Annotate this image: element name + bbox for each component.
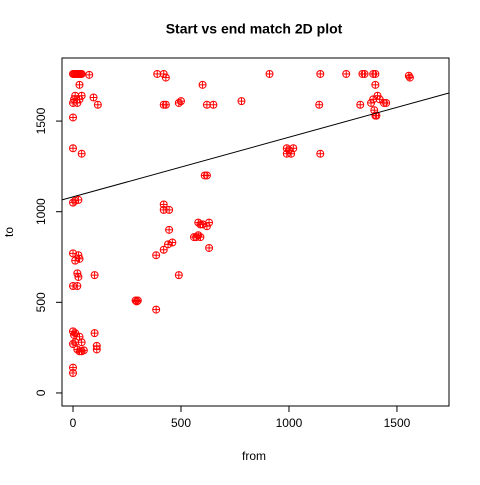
point — [71, 338, 80, 347]
point — [360, 69, 369, 78]
point — [196, 233, 205, 242]
y-tick-label: 500 — [34, 292, 48, 312]
x-tick-label: 0 — [70, 416, 77, 430]
point — [205, 243, 214, 252]
point — [174, 271, 183, 280]
point — [164, 240, 173, 249]
point — [90, 329, 99, 338]
y-tick-label: 1000 — [34, 198, 48, 225]
point — [152, 305, 161, 314]
point — [77, 91, 86, 100]
point — [168, 238, 177, 247]
x-tick-label: 1000 — [276, 416, 303, 430]
y-tick-label: 0 — [34, 389, 48, 396]
point — [165, 205, 174, 214]
point — [198, 220, 207, 229]
point — [356, 100, 365, 109]
point — [342, 69, 351, 78]
point — [176, 97, 185, 106]
plot-frame — [61, 57, 450, 407]
point — [90, 271, 99, 280]
point — [315, 100, 324, 109]
point — [202, 100, 211, 109]
point — [153, 69, 162, 78]
point — [92, 345, 101, 354]
x-tick-label: 1500 — [384, 416, 411, 430]
point — [71, 329, 80, 338]
point — [85, 70, 94, 79]
point — [205, 218, 214, 227]
point — [69, 113, 78, 122]
point — [93, 100, 102, 109]
point — [209, 100, 218, 109]
point — [198, 80, 207, 89]
x-tick-label: 500 — [171, 416, 191, 430]
point — [289, 144, 298, 153]
point — [74, 195, 83, 204]
point — [69, 144, 78, 153]
point — [265, 69, 274, 78]
point — [202, 171, 211, 180]
point — [237, 97, 246, 106]
point — [382, 98, 391, 107]
point — [77, 69, 86, 78]
y-tick-label: 1500 — [34, 107, 48, 134]
point — [77, 149, 86, 158]
point — [152, 251, 161, 260]
point — [79, 346, 88, 355]
point — [369, 95, 378, 104]
point — [316, 149, 325, 158]
point — [74, 272, 83, 281]
point — [132, 297, 141, 306]
point — [316, 69, 325, 78]
point — [159, 245, 168, 254]
y-axis-label: to — [2, 227, 16, 237]
point — [161, 73, 170, 82]
point — [75, 332, 84, 341]
x-axis-label: from — [242, 449, 266, 463]
chart-title: Start vs end match 2D plot — [166, 21, 343, 37]
point — [73, 282, 82, 291]
point — [71, 91, 80, 100]
point — [75, 80, 84, 89]
trend-line — [61, 92, 450, 201]
point — [161, 100, 170, 109]
point — [75, 254, 84, 263]
point — [69, 369, 78, 378]
point — [77, 338, 86, 347]
point — [375, 95, 384, 104]
point — [371, 80, 380, 89]
point — [89, 93, 98, 102]
point — [165, 225, 174, 234]
point — [69, 249, 78, 258]
point — [371, 69, 380, 78]
point — [405, 73, 414, 82]
